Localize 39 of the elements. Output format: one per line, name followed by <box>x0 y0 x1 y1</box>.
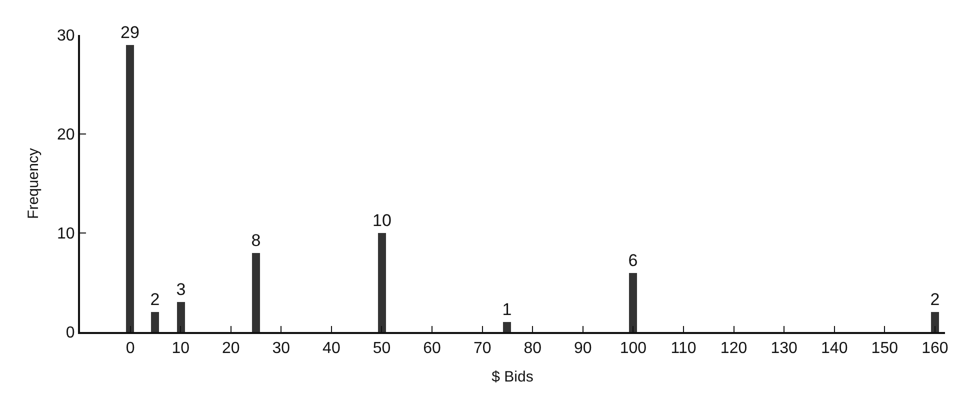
x-tick-label: 160 <box>922 340 948 358</box>
bar <box>378 233 386 332</box>
data-label: 6 <box>628 251 638 270</box>
data-label: 1 <box>502 300 512 319</box>
bar <box>126 45 134 332</box>
x-tick-label: 150 <box>871 340 898 358</box>
bar <box>931 312 939 332</box>
x-tick-label: 70 <box>473 340 492 358</box>
x-tick-label: 110 <box>670 340 696 358</box>
bar <box>252 253 260 332</box>
data-label: 8 <box>251 231 261 250</box>
x-tick-label: 90 <box>574 340 592 358</box>
x-tick-label: 40 <box>322 340 340 358</box>
y-tick-label: 0 <box>66 324 75 342</box>
x-tick-label: 100 <box>620 340 647 358</box>
x-tick-label: 60 <box>423 340 442 358</box>
x-tick-label: 50 <box>372 340 391 358</box>
y-tick-label: 30 <box>57 28 75 45</box>
bar <box>629 273 637 332</box>
x-tick-label: 80 <box>524 340 542 358</box>
x-axis-title: $ Bids <box>492 368 534 386</box>
y-tick-label: 20 <box>57 126 75 144</box>
x-tick-label: 30 <box>272 340 290 358</box>
bar <box>151 312 159 332</box>
x-tick-label: 20 <box>222 340 240 358</box>
x-tick-label: 120 <box>720 340 748 358</box>
data-label: 29 <box>120 23 140 42</box>
x-tick-label: 10 <box>172 340 190 358</box>
data-label: 10 <box>372 211 392 230</box>
data-label: 2 <box>930 290 940 309</box>
y-axis-title: Frequency <box>24 148 42 219</box>
data-label: 3 <box>176 280 186 299</box>
x-tick-label: 130 <box>770 340 798 358</box>
y-tick-label: 10 <box>57 226 75 243</box>
bar <box>503 322 511 332</box>
x-tick-label: 0 <box>126 340 135 358</box>
data-label: 2 <box>150 290 160 309</box>
bar <box>177 302 185 332</box>
x-tick-label: 140 <box>821 340 848 358</box>
